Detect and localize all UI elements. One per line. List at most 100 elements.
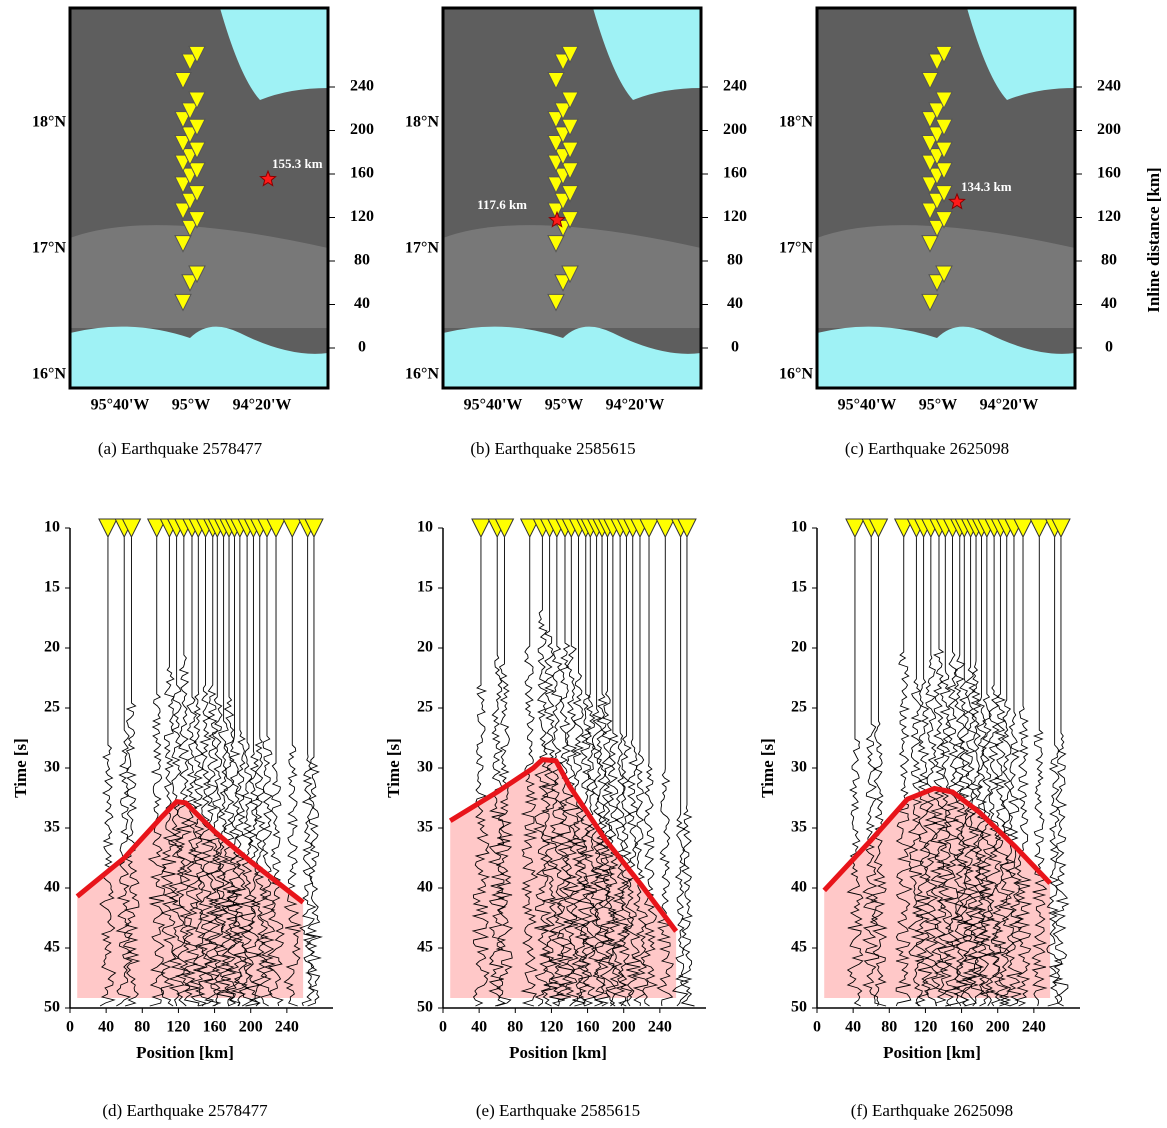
station [561,141,579,160]
y-tick-label: 25 [44,699,60,716]
move-out-curve [448,757,679,933]
x-tick-label: 200 [612,1019,636,1036]
trace [196,536,215,1007]
trace [870,536,888,1007]
lat-tick-label: 16°N [779,366,813,383]
trace [238,536,256,1007]
station [547,235,565,253]
trace [977,536,997,1007]
inline-tick-label: 0 [358,339,366,356]
station [554,102,572,121]
station [893,518,914,539]
y-tick-label: 25 [417,699,433,716]
x-tick-label: 240 [648,1019,672,1036]
trace [631,536,649,1007]
trace [581,536,600,1007]
lon-tick-label: 94°20'W [233,397,292,414]
station [188,265,206,284]
station [561,45,579,64]
station [928,53,946,72]
inline-tick-label: 200 [1097,121,1121,138]
map-water [967,8,1075,100]
station [188,118,206,137]
station [181,53,199,72]
inline-label: Inline distance [km] [1144,167,1163,312]
station [639,518,659,539]
lon-tick-label: 95°W [545,397,583,414]
event-star [948,192,966,210]
trace [1051,536,1070,1007]
station [921,235,939,253]
trace [250,536,269,1007]
station [547,111,565,129]
trace [160,536,178,1007]
x-axis-label: Position [km] [509,1043,607,1062]
trace [540,536,560,1007]
trace [562,536,581,1007]
y-tick-label: 10 [44,519,60,536]
trace [520,536,539,1007]
station [928,219,946,238]
station [547,202,565,221]
station [1013,518,1033,539]
station [547,135,565,153]
trace [929,536,949,1007]
inline-tick-label: 240 [723,78,747,95]
trace [998,536,1016,1007]
x-tick-label: 40 [98,1019,114,1036]
lon-tick-label: 94°20'W [980,397,1039,414]
trace [226,536,243,1007]
inline-tick-label: 40 [1101,295,1117,312]
y-tick-label: 15 [44,579,60,596]
event-label: 117.6 km [477,197,527,212]
x-tick-label: 240 [1022,1019,1046,1036]
trace [1046,536,1064,1007]
y-tick-label: 35 [44,819,60,836]
station [935,45,953,64]
station [519,518,540,539]
x-tick-label: 80 [881,1019,897,1036]
station [174,135,192,153]
station [188,91,206,110]
station [188,162,206,180]
station [188,185,206,203]
map-water [220,8,328,100]
station [174,202,192,221]
station [554,126,572,144]
station [561,265,579,284]
lat-tick-label: 16°N [32,366,66,383]
x-tick-label: 40 [471,1019,487,1036]
trace [961,536,980,1007]
station [561,185,579,203]
lon-tick-label: 94°20'W [606,397,665,414]
station [547,176,565,194]
x-tick-label: 80 [134,1019,150,1036]
x-tick-label: 40 [845,1019,861,1036]
station [928,192,946,211]
station [677,518,697,539]
station [181,274,199,292]
trace [907,536,926,1007]
y-tick-label: 50 [44,999,60,1016]
station [935,118,953,137]
lon-tick-label: 95°40'W [91,397,150,414]
y-tick-label: 35 [417,819,433,836]
x-tick-label: 240 [275,1019,299,1036]
station [928,126,946,144]
trace [894,536,913,1007]
trace [188,536,208,1007]
station [554,274,572,292]
station [561,91,579,110]
y-tick-label: 45 [791,939,807,956]
event-label: 134.3 km [961,179,1012,194]
trace [936,536,955,1007]
station [921,111,939,129]
trace [640,536,659,1007]
trace [611,536,629,1007]
y-tick-label: 50 [417,999,433,1016]
event-star [548,210,566,228]
trace [208,536,226,1007]
y-tick-label: 45 [44,939,60,956]
station [98,518,118,539]
trace [99,536,117,1007]
